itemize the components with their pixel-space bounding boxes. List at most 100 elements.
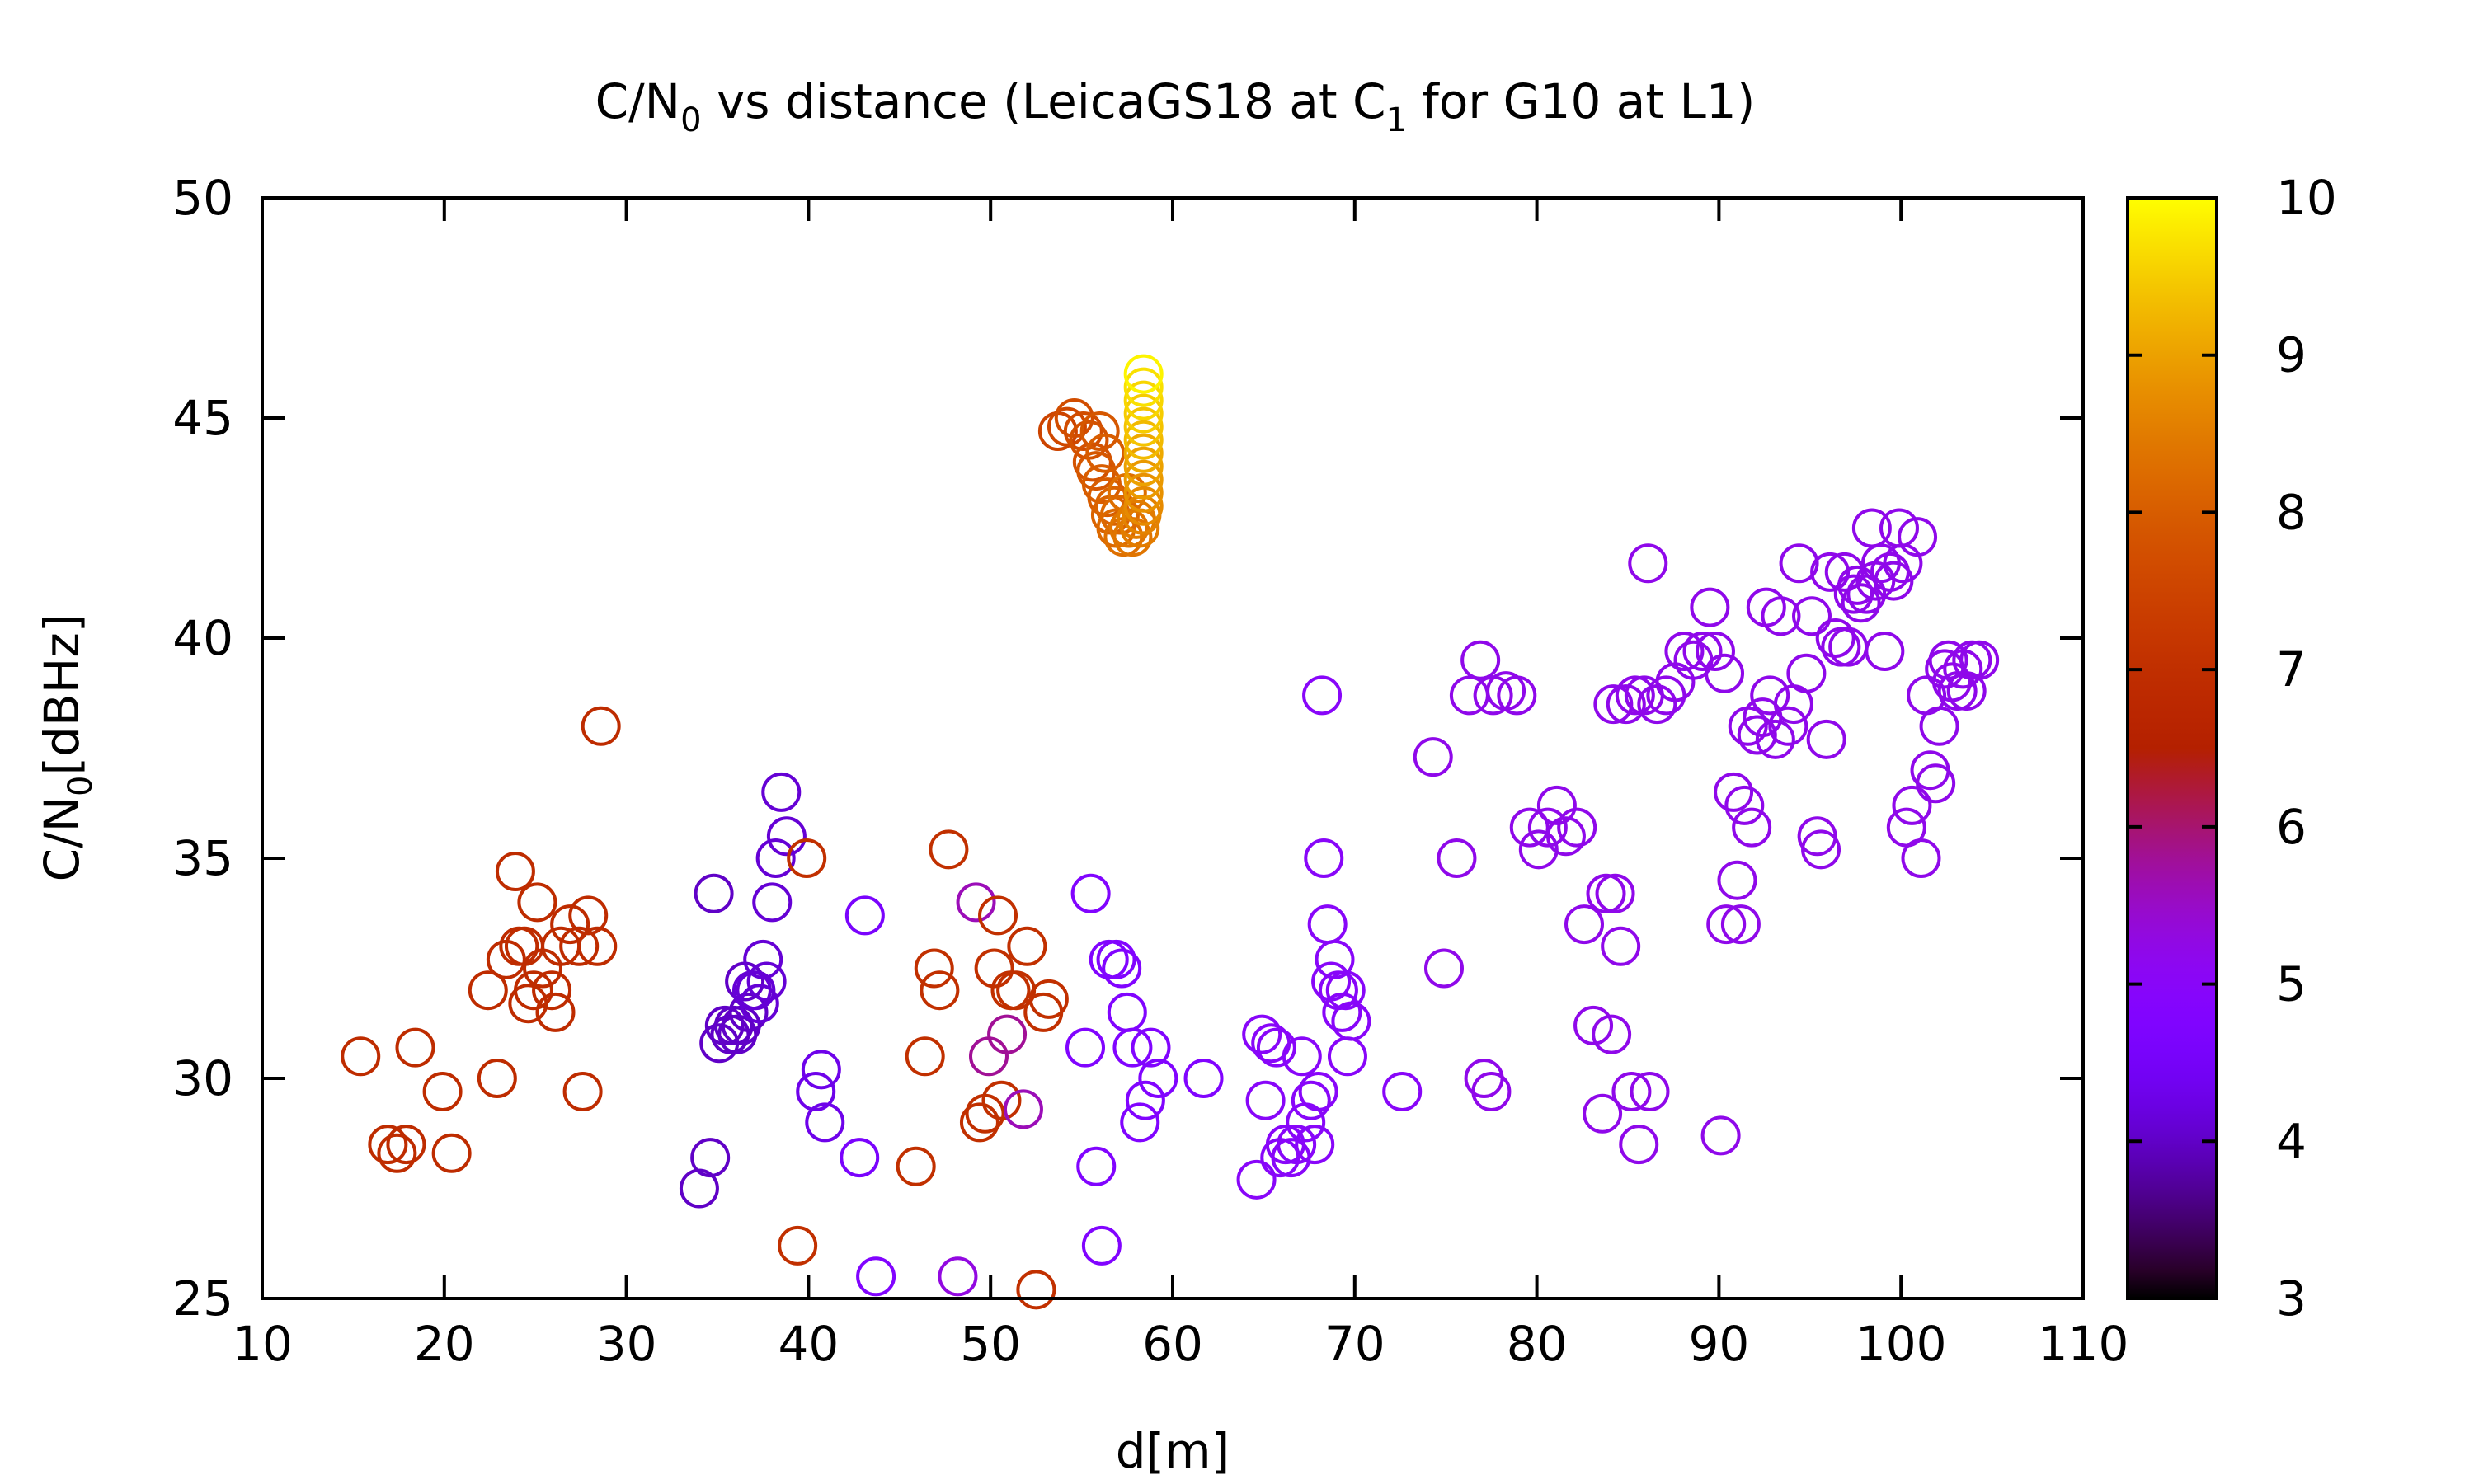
data-point xyxy=(840,1138,880,1178)
x-tick-label: 30 xyxy=(596,1316,657,1372)
data-point xyxy=(1824,552,1865,592)
data-point xyxy=(743,939,783,979)
x-tick-label: 50 xyxy=(960,1316,1021,1372)
data-point xyxy=(1874,561,1914,601)
data-point xyxy=(1810,552,1851,592)
y-tick-label: 40 xyxy=(172,610,233,666)
data-point xyxy=(914,948,954,989)
data-point xyxy=(1706,904,1747,945)
data-point xyxy=(1700,1115,1741,1156)
data-point xyxy=(1081,1225,1122,1266)
data-point xyxy=(766,816,807,857)
data-point xyxy=(1916,763,1956,804)
data-point xyxy=(431,1133,472,1173)
data-point xyxy=(1085,433,1126,473)
data-point xyxy=(1322,992,1362,1032)
data-point xyxy=(1761,596,1801,636)
data-point xyxy=(422,1072,463,1112)
data-point xyxy=(1107,992,1147,1032)
data-point xyxy=(1325,970,1366,1011)
data-point xyxy=(1768,706,1808,746)
data-point xyxy=(1545,816,1586,857)
data-point xyxy=(1256,1027,1296,1068)
data-point xyxy=(517,882,557,923)
data-point xyxy=(1628,543,1668,584)
data-point xyxy=(752,882,793,923)
data-point xyxy=(1615,675,1655,716)
x-axis-ticks: 10 20 30 40 50 60 70 80 90 100 110 xyxy=(232,198,2128,1372)
data-point xyxy=(1583,1093,1623,1134)
data-point xyxy=(1690,587,1730,627)
data-point xyxy=(1282,1036,1322,1077)
data-point xyxy=(1016,1270,1056,1310)
y-tick-label: 25 xyxy=(172,1270,233,1327)
data-point xyxy=(1291,1080,1331,1120)
data-point xyxy=(959,1102,999,1143)
data-point xyxy=(1123,433,1164,473)
data-point xyxy=(1242,1014,1282,1054)
colorbar-tick-label: 4 xyxy=(2276,1113,2307,1169)
x-tick-label: 80 xyxy=(1507,1316,1568,1372)
data-point xyxy=(1131,1027,1171,1068)
data-point xyxy=(968,1036,1009,1077)
data-point xyxy=(856,1256,896,1297)
colorbar-tick-label: 8 xyxy=(2276,484,2307,540)
data-point xyxy=(550,904,590,945)
data-point xyxy=(513,970,553,1011)
data-point xyxy=(704,1005,745,1045)
data-point xyxy=(1063,411,1103,452)
data-point xyxy=(1123,420,1164,460)
data-point xyxy=(1821,627,1861,667)
x-tick-label: 70 xyxy=(1324,1316,1385,1372)
data-point xyxy=(535,992,576,1032)
colorbar-tick-label: 5 xyxy=(2276,956,2307,1012)
data-point xyxy=(1123,354,1164,394)
data-point xyxy=(468,970,508,1011)
data-point xyxy=(805,1102,845,1143)
data-point xyxy=(1717,860,1757,900)
data-point xyxy=(581,706,621,746)
x-tick-label: 20 xyxy=(414,1316,475,1372)
data-point xyxy=(844,895,885,936)
data-point xyxy=(1527,807,1568,848)
data-point xyxy=(1601,926,1641,966)
data-point xyxy=(1898,517,1938,557)
colorbar-tick-label: 7 xyxy=(2276,641,2307,697)
data-point xyxy=(477,1059,517,1098)
data-point xyxy=(495,852,535,892)
x-tick-label: 110 xyxy=(2038,1316,2129,1372)
x-tick-label: 10 xyxy=(232,1316,293,1372)
data-point xyxy=(568,895,609,936)
data-point xyxy=(1327,1036,1367,1077)
data-point xyxy=(1518,829,1559,870)
data-point xyxy=(761,772,802,812)
data-point xyxy=(1892,785,1932,825)
data-point xyxy=(1593,684,1634,725)
data-point xyxy=(1298,1072,1338,1112)
data-point xyxy=(1089,939,1129,979)
data-point xyxy=(1786,653,1827,693)
data-point xyxy=(1236,1159,1277,1200)
data-point xyxy=(1123,472,1164,513)
data-point xyxy=(1792,596,1832,636)
data-point xyxy=(562,1072,603,1112)
data-point xyxy=(1277,1125,1317,1165)
data-point xyxy=(1138,1059,1178,1098)
data-point xyxy=(1464,1059,1504,1098)
data-point xyxy=(905,1036,945,1077)
y-tick-label: 50 xyxy=(172,170,233,226)
data-point xyxy=(1079,411,1120,452)
data-point xyxy=(1828,627,1869,667)
data-points xyxy=(341,354,2000,1310)
data-point xyxy=(1497,675,1537,716)
data-point xyxy=(1123,367,1164,407)
data-point xyxy=(728,992,769,1032)
data-point xyxy=(690,1138,731,1178)
data-point xyxy=(1076,1146,1117,1186)
data-point xyxy=(1065,1027,1106,1068)
chart-title: C/N0 vs distance (LeicaGS18 at C1 for G1… xyxy=(595,73,1756,139)
data-point xyxy=(1611,1072,1652,1112)
data-point xyxy=(523,948,563,989)
data-point xyxy=(796,1072,836,1112)
data-point xyxy=(1460,640,1501,680)
